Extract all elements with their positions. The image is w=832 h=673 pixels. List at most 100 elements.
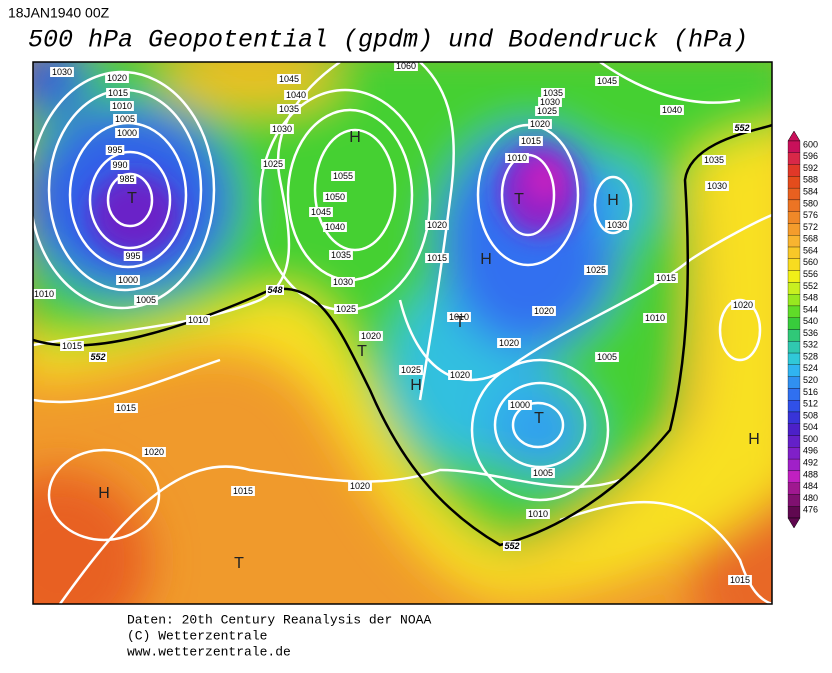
isobar-label: 1035 <box>543 88 563 98</box>
pressure-center: H <box>349 129 361 146</box>
pressure-center: T <box>357 343 367 360</box>
isobar-label: 1030 <box>272 124 292 134</box>
isobar-label: 1000 <box>117 128 137 138</box>
isobar-label-box <box>329 250 353 260</box>
colorbar-label: 540 <box>803 316 818 326</box>
geopotential-label-box <box>266 285 284 295</box>
isobar-label-box <box>519 136 543 146</box>
isobar-label: 1040 <box>662 105 682 115</box>
footer-line: Daten: 20th Century Reanalysis der NOAA <box>127 612 431 627</box>
colorbar-swatch <box>787 199 801 212</box>
isobar-label: 1055 <box>333 171 353 181</box>
isobar-label-box <box>114 403 138 413</box>
isobar-label-box <box>425 253 449 263</box>
colorbar-label: 576 <box>803 210 818 220</box>
colorbar-swatch <box>787 388 801 401</box>
isobar-label-box <box>394 61 418 71</box>
isobar-label: 1045 <box>597 76 617 86</box>
isobar-label-box <box>309 207 333 217</box>
colorbar-label: 504 <box>803 422 818 432</box>
colorbar-swatch <box>787 400 801 413</box>
isobar-label-box <box>348 481 372 491</box>
colorbar-swatch <box>787 506 801 519</box>
isobar-label: 1010 <box>645 313 665 323</box>
geopotential-label: 552 <box>90 352 105 362</box>
isobar-label-box <box>447 312 471 322</box>
colorbar-label: 544 <box>803 304 818 314</box>
pressure-center: H <box>748 431 760 448</box>
isobar-label: 1020 <box>361 331 381 341</box>
colorbar-swatch <box>787 376 801 389</box>
isobar-label-box <box>123 251 143 261</box>
map-labels: 1030 1020 1015 1010 1005 1000 995 990 985 995 1000… <box>32 61 760 585</box>
isobar-label-box <box>261 159 285 169</box>
isobar-label: 1020 <box>427 220 447 230</box>
isobar-label: 1040 <box>325 222 345 232</box>
isobar-label-box <box>508 400 532 410</box>
colorbar-swatch <box>787 470 801 483</box>
isobar-label-box <box>526 509 550 519</box>
isobar-label-box <box>334 304 358 314</box>
colorbar-label: 524 <box>803 363 818 373</box>
isobar-label-box <box>605 220 629 230</box>
colorbar-swatch <box>787 364 801 377</box>
pressure-center: T <box>514 191 524 208</box>
isobar-label-box <box>705 181 729 191</box>
isobar-label-box <box>105 145 125 155</box>
isobar-label-box <box>50 67 74 77</box>
isobar-label: 1020 <box>350 481 370 491</box>
isobar-label: 995 <box>125 251 140 261</box>
colorbar-swatch <box>787 152 801 165</box>
colorbar-swatch <box>787 447 801 460</box>
isobar-label: 1010 <box>112 101 132 111</box>
isobar-label: 1015 <box>233 486 253 496</box>
isobar-label: 1020 <box>450 370 470 380</box>
colorbar-swatch <box>787 352 801 365</box>
pressure-center: H <box>607 192 619 209</box>
geopotential-label: 552 <box>734 123 749 133</box>
isobar-label: 1030 <box>333 277 353 287</box>
isobar-label: 1060 <box>396 61 416 71</box>
isobar-label: 1010 <box>528 509 548 519</box>
isobar-label: 1025 <box>401 365 421 375</box>
isobar-label-box <box>399 365 423 375</box>
timestamp: 18JAN1940 00Z <box>8 5 110 21</box>
isobar-label: 1020 <box>530 119 550 129</box>
colorbar-label: 476 <box>803 505 818 515</box>
isobar-label-box <box>113 114 137 124</box>
isobar-label-box <box>142 447 166 457</box>
colorbar-swatch <box>787 494 801 507</box>
isobar-label-box <box>331 171 355 181</box>
colorbar-swatch <box>787 246 801 259</box>
colorbar-label: 548 <box>803 293 818 303</box>
colorbar-label: 536 <box>803 328 818 338</box>
colorbar-swatch <box>787 211 801 224</box>
colorbar-label: 564 <box>803 245 818 255</box>
colorbar-label: 532 <box>803 340 818 350</box>
isobar-label: 1035 <box>279 104 299 114</box>
isobar-label-box <box>110 101 134 111</box>
isobar-label: 1030 <box>52 67 72 77</box>
colorbar-swatch <box>787 317 801 330</box>
colorbar-swatch <box>787 282 801 295</box>
isobar-label: 1030 <box>540 97 560 107</box>
isobar-label-box <box>277 74 301 84</box>
isobar-label-box <box>117 174 137 184</box>
isobar-label-box <box>531 468 555 478</box>
colorbar-label: 552 <box>803 281 818 291</box>
colorbar-label: 528 <box>803 351 818 361</box>
isobar-label-box <box>595 352 619 362</box>
geopotential-label-box <box>733 123 751 133</box>
colorbar-swatch <box>787 411 801 424</box>
colorbar-label: 492 <box>803 457 818 467</box>
colorbar-bottom-arrow <box>787 517 801 529</box>
colorbar-swatch <box>787 482 801 495</box>
isobar-label: 1010 <box>188 315 208 325</box>
isobar-label-box <box>323 222 347 232</box>
isobar-label-box <box>231 486 255 496</box>
isobar-label-box <box>660 105 684 115</box>
isobar-label: 1005 <box>136 295 156 305</box>
colorbar-label: 560 <box>803 257 818 267</box>
colorbar-swatch <box>787 223 801 236</box>
geopotential-label-box <box>503 541 521 551</box>
